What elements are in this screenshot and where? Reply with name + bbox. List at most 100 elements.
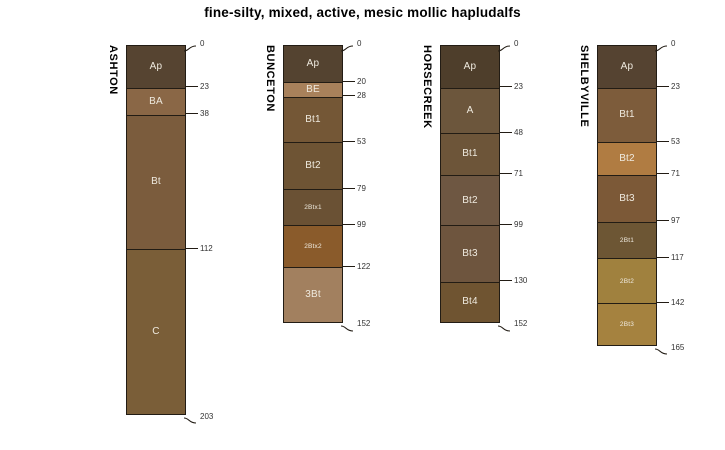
horizon-label: 2Bt2 xyxy=(619,277,635,285)
horizon-segment: Bt4 xyxy=(441,281,499,322)
horizon-segment: A xyxy=(441,87,499,133)
depth-tick-label: 165 xyxy=(671,342,685,352)
chart-title: fine-silty, mixed, active, mesic mollic … xyxy=(204,5,521,20)
depth-tick xyxy=(500,223,512,225)
depth-tick xyxy=(497,39,511,57)
depth-tick xyxy=(654,343,668,361)
horizon-segment: 2Bt2 xyxy=(598,258,656,304)
depth-tick xyxy=(186,247,198,249)
site-label: HORSECREEK xyxy=(421,45,433,129)
depth-tick xyxy=(500,280,512,282)
horizon-label: Bt3 xyxy=(462,248,478,260)
depth-tick xyxy=(657,220,669,222)
depth-tick xyxy=(186,113,198,115)
depth-tick xyxy=(657,140,669,142)
site-label: ASHTON xyxy=(107,45,119,95)
depth-tick xyxy=(657,173,669,175)
depth-tick-label: 130 xyxy=(514,276,528,286)
depth-tick xyxy=(497,320,511,338)
horizon-label: Ap xyxy=(463,60,477,72)
depth-tick-label: 0 xyxy=(200,38,205,48)
depth-tick xyxy=(343,223,355,225)
depth-tick-label: 20 xyxy=(357,76,366,86)
site-label: BUNCETON xyxy=(264,45,276,112)
depth-tick-label: 53 xyxy=(357,136,366,146)
depth-tick-label: 142 xyxy=(671,297,685,307)
depth-tick-label: 79 xyxy=(357,183,366,193)
horizon-label: Bt2 xyxy=(619,152,635,164)
depth-tick xyxy=(183,412,197,430)
depth-tick-label: 23 xyxy=(514,82,523,92)
depth-tick-label: 71 xyxy=(514,169,523,179)
horizon-segment: Bt1 xyxy=(284,96,342,143)
horizon-label: 2Bt1 xyxy=(619,236,635,244)
horizon-segment: 3Bt xyxy=(284,267,342,322)
horizon-label: Bt xyxy=(151,176,161,188)
depth-tick-label: 0 xyxy=(514,38,519,48)
horizon-segment: Ap xyxy=(127,46,185,88)
depth-tick xyxy=(343,80,355,82)
horizon-label: Bt1 xyxy=(619,109,635,121)
depth-tick xyxy=(657,86,669,88)
site-label: SHELBYVILLE xyxy=(578,45,590,128)
horizon-segment: Bt2 xyxy=(441,174,499,226)
profile-column: Ap Bt1 Bt2 Bt3 2Bt1 2Bt2 2Bt3 xyxy=(597,45,657,347)
horizon-label: Bt1 xyxy=(305,113,321,125)
depth-tick xyxy=(183,39,197,57)
depth-tick-label: 23 xyxy=(671,82,680,92)
horizon-label: Bt2 xyxy=(462,194,478,206)
horizon-segment: Bt2 xyxy=(598,142,656,175)
depth-tick xyxy=(343,187,355,189)
depth-tick-label: 152 xyxy=(357,319,371,329)
depth-tick-label: 122 xyxy=(357,261,371,271)
horizon-label: Ap xyxy=(620,60,634,72)
horizon-segment: BE xyxy=(284,82,342,97)
horizon-segment: Bt3 xyxy=(441,225,499,282)
horizon-segment: C xyxy=(127,249,185,415)
horizon-segment: 2Btx2 xyxy=(284,225,342,268)
horizon-segment: 2Bt1 xyxy=(598,221,656,259)
depth-tick xyxy=(340,320,354,338)
depth-tick-label: 0 xyxy=(671,38,676,48)
depth-tick xyxy=(343,265,355,267)
depth-tick-label: 28 xyxy=(357,91,366,101)
horizon-label: BA xyxy=(149,95,163,107)
horizon-segment: Bt1 xyxy=(598,87,656,143)
horizon-label: C xyxy=(152,326,160,338)
depth-tick-label: 48 xyxy=(514,127,523,137)
depth-tick-label: 99 xyxy=(357,219,366,229)
depth-tick xyxy=(500,173,512,175)
horizon-label: Bt2 xyxy=(305,160,321,172)
horizon-label: 2Btx1 xyxy=(304,204,322,212)
depth-tick xyxy=(657,301,669,303)
horizon-label: Bt3 xyxy=(619,192,635,204)
depth-tick-label: 97 xyxy=(671,216,680,226)
horizon-label: A xyxy=(466,104,474,116)
profile-column: Ap BE Bt1 Bt2 2Btx1 2Btx2 3Bt xyxy=(283,45,343,323)
horizon-label: Ap xyxy=(149,60,163,72)
depth-tick xyxy=(654,39,668,57)
depth-tick-label: 71 xyxy=(671,169,680,179)
depth-tick-label: 117 xyxy=(671,252,684,262)
depth-tick xyxy=(186,86,198,88)
depth-tick xyxy=(500,131,512,133)
depth-tick-label: 99 xyxy=(514,219,523,229)
horizon-segment: Ap xyxy=(598,46,656,88)
horizon-segment: Bt xyxy=(127,114,185,250)
horizon-label: 3Bt xyxy=(305,288,321,300)
horizon-segment: 2Btx1 xyxy=(284,189,342,226)
horizon-segment: Bt3 xyxy=(598,174,656,222)
depth-tick xyxy=(343,95,355,97)
horizon-segment: Ap xyxy=(284,46,342,83)
horizon-label: Bt1 xyxy=(462,148,478,160)
profile-column: Ap BA Bt C xyxy=(126,45,186,416)
depth-tick-label: 0 xyxy=(357,38,362,48)
horizon-segment: Bt1 xyxy=(441,133,499,175)
depth-tick xyxy=(340,39,354,57)
depth-tick xyxy=(657,256,669,258)
depth-tick-label: 38 xyxy=(200,109,209,119)
depth-tick xyxy=(343,140,355,142)
horizon-segment: Ap xyxy=(441,46,499,88)
horizon-segment: Bt2 xyxy=(284,142,342,190)
